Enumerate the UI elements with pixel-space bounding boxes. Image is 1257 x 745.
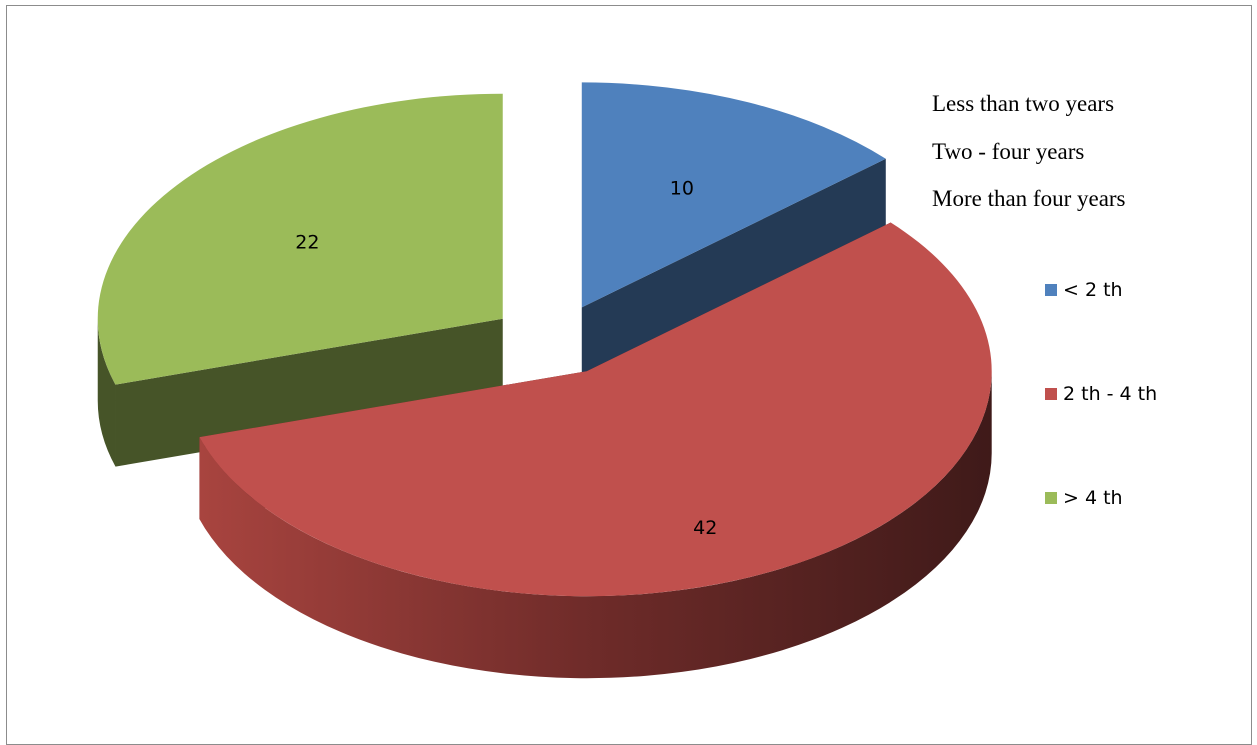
legend-label: 2 th - 4 th [1063,383,1158,405]
pie-slice-2 [199,222,992,597]
data-labels: 10 42 22 [295,177,717,539]
data-label-slice-3: 22 [295,231,319,253]
legend-item-under-2: < 2 th [1045,276,1157,304]
legend-item-over-4: > 4 th [1045,484,1157,512]
legend-swatch-blue [1045,284,1057,296]
note-two-four-years: Two - four years [932,138,1085,164]
legend-label: < 2 th [1063,279,1123,301]
slice-1-outer-wall [199,371,992,679]
pie-slices [97,82,992,597]
slice-2-outer-wall [97,318,116,467]
category-notes: Less than two years Two - four years Mor… [932,80,1126,223]
slice-0-radial-wall-1 [581,158,886,390]
pie-slice-3 [97,93,503,385]
pie-slice-1 [581,82,886,308]
note-less-than-two-years: Less than two years [932,91,1115,116]
data-label-slice-1: 10 [670,177,694,199]
legend-label: > 4 th [1063,487,1123,509]
legend-swatch-green [1045,492,1057,504]
slice-2-radial-wall-0 [115,318,503,467]
data-label-slice-2: 42 [693,517,717,539]
note-more-than-four-years: More than four years [932,186,1126,211]
legend-item-2-to-4: 2 th - 4 th [1045,380,1157,408]
legend-swatch-red [1045,388,1057,400]
chart-legend: < 2 th 2 th - 4 th > 4 th [1045,276,1157,588]
